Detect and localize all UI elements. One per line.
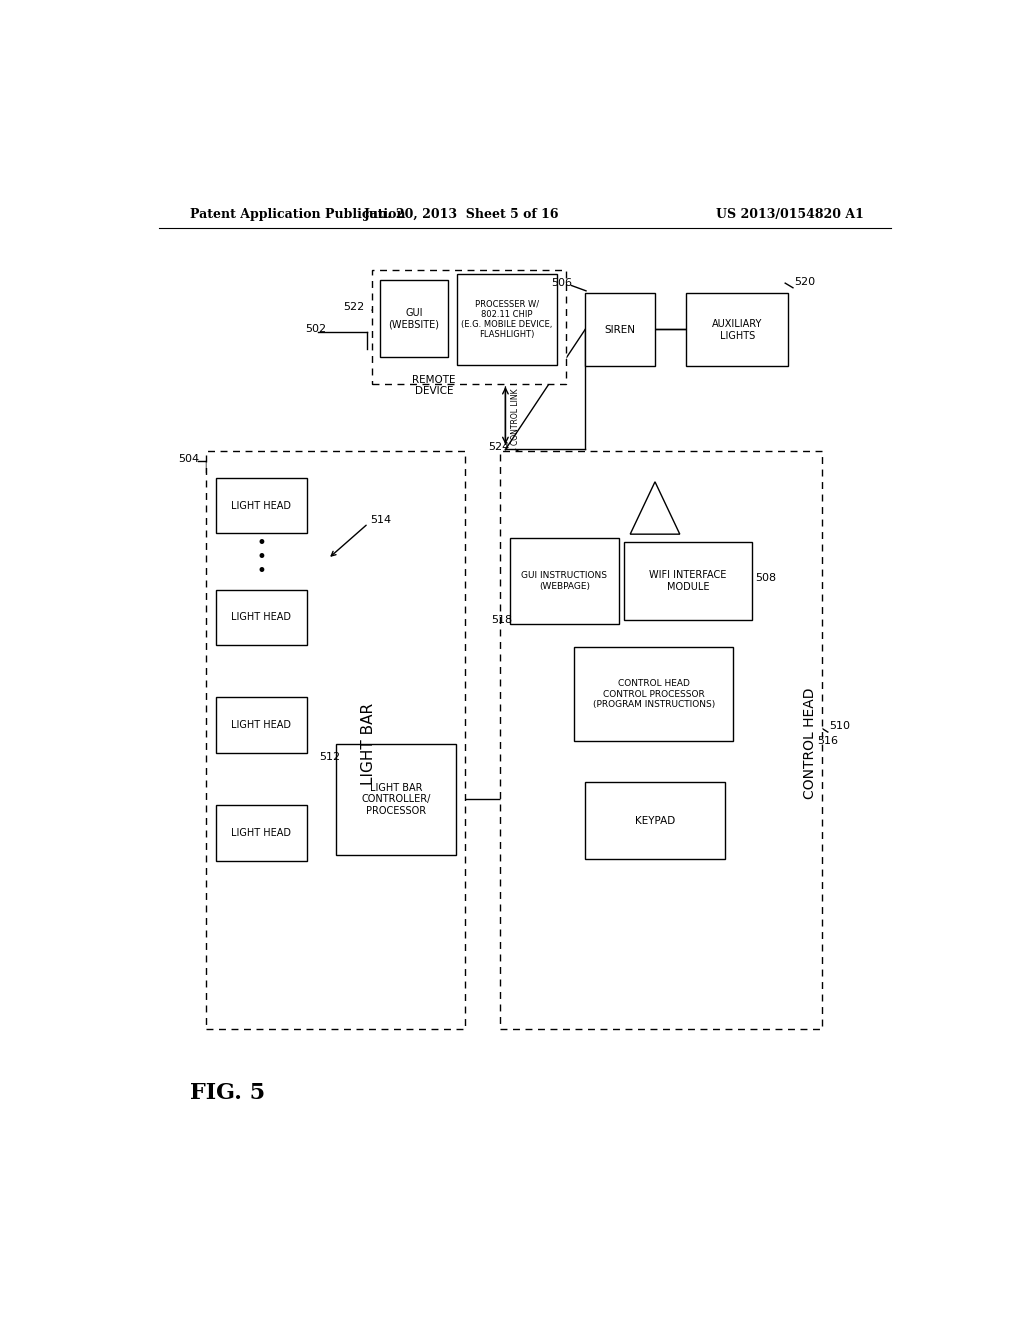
Text: LIGHT HEAD: LIGHT HEAD [231,721,291,730]
Text: FIG. 5: FIG. 5 [190,1082,265,1105]
Text: LIGHT BAR
CONTROLLER/
PROCESSOR: LIGHT BAR CONTROLLER/ PROCESSOR [361,783,430,816]
Bar [510,539,618,624]
Bar [500,451,821,1028]
Text: LIGHT HEAD: LIGHT HEAD [231,612,291,622]
Text: 510: 510 [829,721,850,731]
Text: KEYPAD: KEYPAD [635,816,675,825]
Bar [624,543,752,620]
Bar [586,293,655,367]
Text: 502: 502 [305,325,326,334]
Bar [686,293,788,367]
Bar [216,697,307,752]
Text: REMOTE
DEVICE: REMOTE DEVICE [413,375,456,396]
Bar [574,647,733,742]
Text: Jun. 20, 2013  Sheet 5 of 16: Jun. 20, 2013 Sheet 5 of 16 [364,209,559,222]
Bar [505,533,623,627]
Text: CONTROL LINK: CONTROL LINK [511,388,520,445]
Bar [586,781,725,859]
Text: LIGHT BAR: LIGHT BAR [360,702,376,784]
Bar [206,451,465,1028]
Text: PROCESSER W/
802.11 CHIP
(E.G. MOBILE DEVICE,
FLASHLIGHT): PROCESSER W/ 802.11 CHIP (E.G. MOBILE DE… [461,300,553,339]
Text: CONTROL HEAD: CONTROL HEAD [803,688,817,800]
Bar [372,271,566,384]
Text: •: • [256,548,266,566]
Text: LIGHT HEAD: LIGHT HEAD [231,828,291,838]
Text: 518: 518 [490,615,512,626]
Text: 506: 506 [551,279,572,288]
Text: US 2013/0154820 A1: US 2013/0154820 A1 [717,209,864,222]
Text: GUI INSTRUCTIONS
(WEBPAGE): GUI INSTRUCTIONS (WEBPAGE) [521,572,607,591]
Bar [458,275,557,364]
Text: 522: 522 [343,302,365,312]
Text: SIREN: SIREN [604,325,636,335]
Text: 504: 504 [178,454,200,463]
Text: •: • [256,562,266,579]
Bar [216,805,307,861]
Bar [336,743,456,855]
Text: 514: 514 [370,515,391,525]
Text: WIFI INTERFACE
MODULE: WIFI INTERFACE MODULE [649,570,727,591]
Text: 516: 516 [817,737,838,746]
Text: 524: 524 [488,442,510,453]
Text: 520: 520 [795,277,816,286]
Text: Patent Application Publication: Patent Application Publication [190,209,406,222]
Text: LIGHT HEAD: LIGHT HEAD [231,500,291,511]
Bar [380,280,449,358]
Text: 508: 508 [755,573,776,583]
Bar [216,478,307,533]
Text: 512: 512 [319,752,341,763]
Text: CONTROL HEAD
CONTROL PROCESSOR
(PROGRAM INSTRUCTIONS): CONTROL HEAD CONTROL PROCESSOR (PROGRAM … [593,680,715,709]
Text: AUXILIARY
LIGHTS: AUXILIARY LIGHTS [712,319,762,341]
Bar [216,590,307,645]
Text: •: • [256,535,266,552]
Text: GUI
(WEBSITE): GUI (WEBSITE) [388,308,439,330]
